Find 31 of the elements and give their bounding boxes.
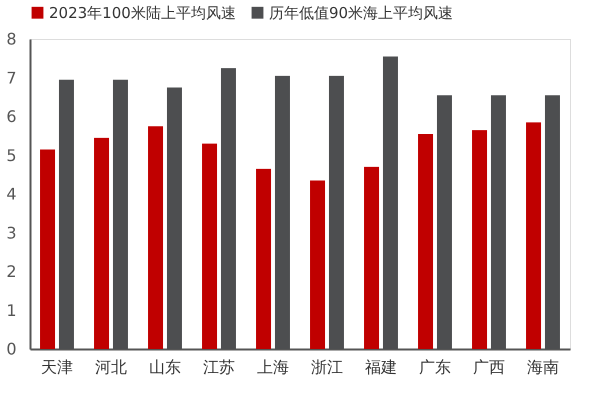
bar (472, 130, 488, 349)
x-tick-label: 广东 (419, 358, 451, 376)
y-tick-label: 7 (6, 68, 16, 88)
bar (310, 180, 326, 349)
x-tick-label: 浙江 (311, 358, 343, 376)
x-tick-label: 山东 (149, 358, 181, 376)
y-tick-label: 2 (6, 262, 16, 281)
legend-label: 2023年100米陆上平均风速 (49, 4, 236, 22)
x-tick-label: 江苏 (203, 358, 235, 376)
y-tick-label: 8 (6, 30, 16, 48)
bar (526, 122, 542, 349)
x-tick-label: 福建 (365, 358, 397, 376)
x-tick-label: 河北 (95, 358, 127, 376)
x-tick-label: 广西 (473, 358, 505, 376)
bar (364, 166, 380, 349)
bar (202, 144, 218, 349)
bar (94, 138, 110, 349)
x-tick-label: 上海 (257, 358, 289, 376)
bar (148, 126, 164, 349)
y-tick-label: 1 (6, 300, 16, 320)
x-tick-label: 天津 (41, 358, 73, 376)
bar (256, 168, 272, 349)
x-tick-label: 海南 (527, 358, 559, 376)
y-tick-label: 3 (6, 223, 16, 242)
y-tick-label: 5 (6, 146, 16, 165)
y-tick-label: 6 (6, 107, 16, 126)
y-tick-label: 0 (6, 340, 16, 358)
y-tick-label: 4 (6, 184, 16, 204)
legend-label: 历年低值90米海上平均风速 (269, 4, 454, 22)
bar (418, 134, 434, 349)
bar (40, 149, 56, 349)
